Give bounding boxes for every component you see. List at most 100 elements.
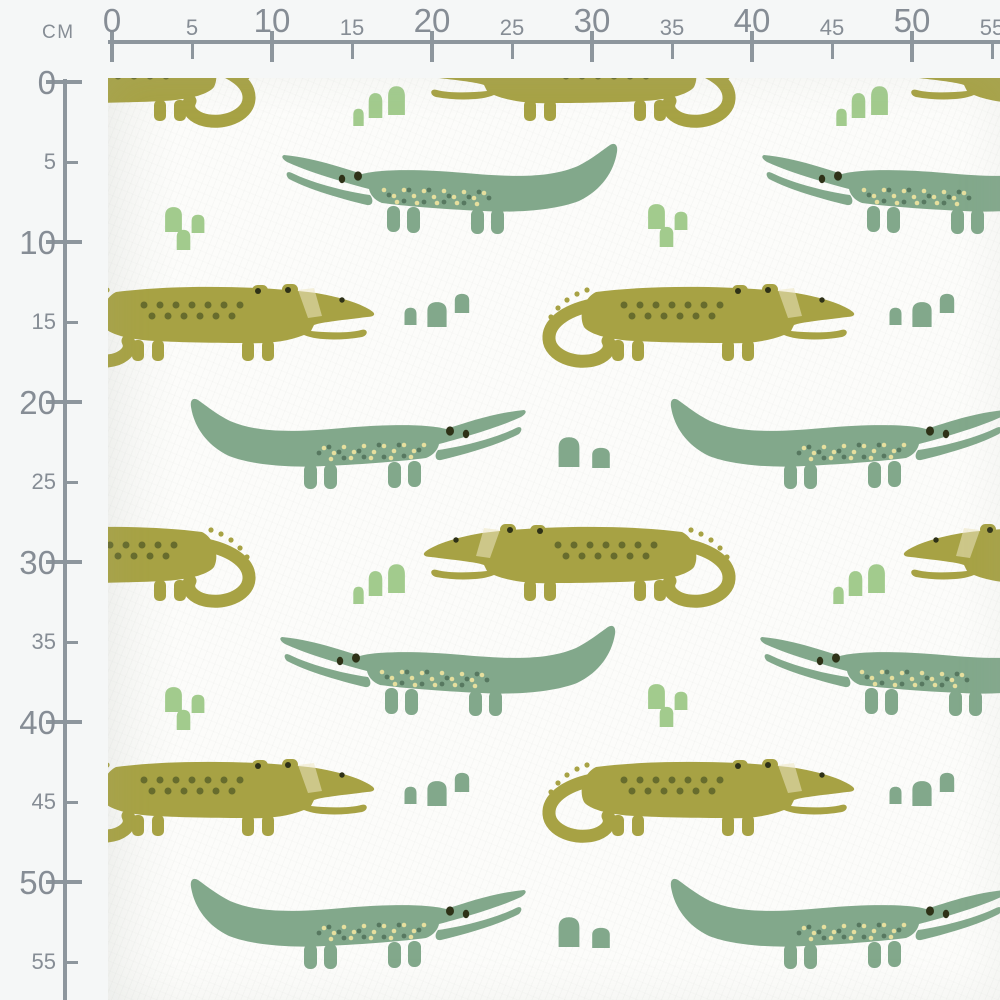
ruler-label-top-15: 15 [339,15,365,40]
ruler-tick-top-15 [351,44,354,59]
ruler-tick-top-40 [750,31,754,62]
pebble-icon [888,307,903,325]
ruler-tick-top-5 [191,44,194,59]
crocodile-olive-icon [420,78,740,138]
pebble-icon [190,694,206,713]
pebble-icon [658,226,675,247]
ruler-tick-left-10 [46,240,82,244]
ruler-tick-left-55 [63,961,78,964]
ruler-tick-top-30 [590,31,594,62]
pebble-icon [367,570,384,596]
ruler-tick-left-5 [63,161,78,164]
pebble-icon [386,563,407,593]
pebble-icon [403,307,418,325]
ruler-label-left-25: 25 [31,469,56,494]
pebble-icon [835,108,848,126]
fabric-swatch [108,78,1000,1000]
ruler-label-top-20: 20 [413,2,451,39]
ruler-label-left-35: 35 [31,629,56,654]
pebble-icon [403,786,418,804]
crocodile-olive-icon [900,523,1000,618]
pebble-icon [673,211,689,230]
pebble-icon [847,570,864,596]
ruler-tick-top-10 [270,31,274,62]
crocodile-sage-icon [188,878,528,973]
ruler-label-left-55: 55 [31,949,56,974]
ruler-label-left-15: 15 [31,309,56,334]
ruler-horizontal-line [108,40,1000,44]
pebble-icon [590,447,612,468]
crocodile-sage-icon [280,143,620,238]
ruler-tick-top-25 [511,44,514,59]
pebble-icon [453,293,471,313]
ruler-tick-top-55 [991,44,994,59]
pebble-icon [866,563,887,593]
pebble-icon [352,586,365,604]
ruler-label-left-0: 0 [37,64,56,101]
crocodile-olive-icon [538,283,858,378]
pebble-icon [910,780,934,806]
pebble-icon [938,293,956,313]
crocodile-olive-icon [538,758,858,853]
ruler-label-top-5: 5 [185,15,199,40]
ruler-label-left-45: 45 [31,789,56,814]
pebble-icon [869,85,890,115]
pebble-icon [938,772,956,792]
pebble-icon [556,916,582,947]
ruler-label-top-10: 10 [253,2,291,39]
ruler-label-left-20: 20 [19,384,56,421]
pebble-icon [910,301,934,327]
ruler-label-left-10: 10 [19,224,56,261]
crocodile-olive-icon [108,283,378,378]
ruler-tick-left-25 [63,481,78,484]
pebble-icon [590,927,612,948]
crocodile-olive-icon [420,523,740,618]
pebble-icon [888,786,903,804]
crocodile-olive-icon [108,523,260,618]
ruler-tick-left-45 [63,801,78,804]
ruler-tick-top-45 [831,44,834,59]
ruler-label-top-40: 40 [733,2,771,39]
pebble-icon [190,214,206,233]
ruler-label-left-40: 40 [19,704,56,741]
pebble-icon [386,85,407,115]
ruler-tick-left-0 [46,80,82,84]
ruler-vertical-line [63,79,67,1000]
ruler-tick-top-35 [671,44,674,59]
pebble-icon [673,691,689,710]
ruler-tick-left-35 [63,641,78,644]
pebble-icon [352,108,365,126]
ruler-label-top-0: 0 [102,2,122,39]
pebble-icon [175,229,192,250]
pebble-icon [556,436,582,467]
crocodile-sage-icon [188,398,528,493]
crocodile-sage-icon [760,143,1000,238]
crocodile-olive-icon [108,78,260,138]
crocodile-olive-icon [108,758,378,853]
ruler-label-left-50: 50 [19,864,56,901]
pebble-icon [453,772,471,792]
ruler-label-top-55: 55 [979,15,1000,40]
crocodile-olive-icon [900,78,1000,138]
ruler-tick-top-50 [910,31,914,62]
ruler-label-left-30: 30 [19,544,56,581]
ruler-tick-left-15 [63,321,78,324]
pebble-icon [832,586,845,604]
ruler-tick-left-30 [46,560,82,564]
crocodile-sage-icon [668,398,1000,493]
pebble-icon [367,92,384,118]
crocodile-sage-icon [668,878,1000,973]
crocodile-sage-icon [758,625,1000,720]
crocodile-sage-icon [278,625,618,720]
pebble-icon [850,92,867,118]
ruler-label-left-5: 5 [43,149,56,174]
pebble-icon [175,709,192,730]
ruler-unit-label: CM [42,22,75,43]
ruler-tick-top-0 [110,31,114,62]
pebble-icon [658,706,675,727]
ruler-label-top-50: 50 [893,2,931,39]
ruler-label-top-30: 30 [573,2,611,39]
ruler-tick-left-40 [46,720,82,724]
ruler-label-top-25: 25 [499,15,525,40]
